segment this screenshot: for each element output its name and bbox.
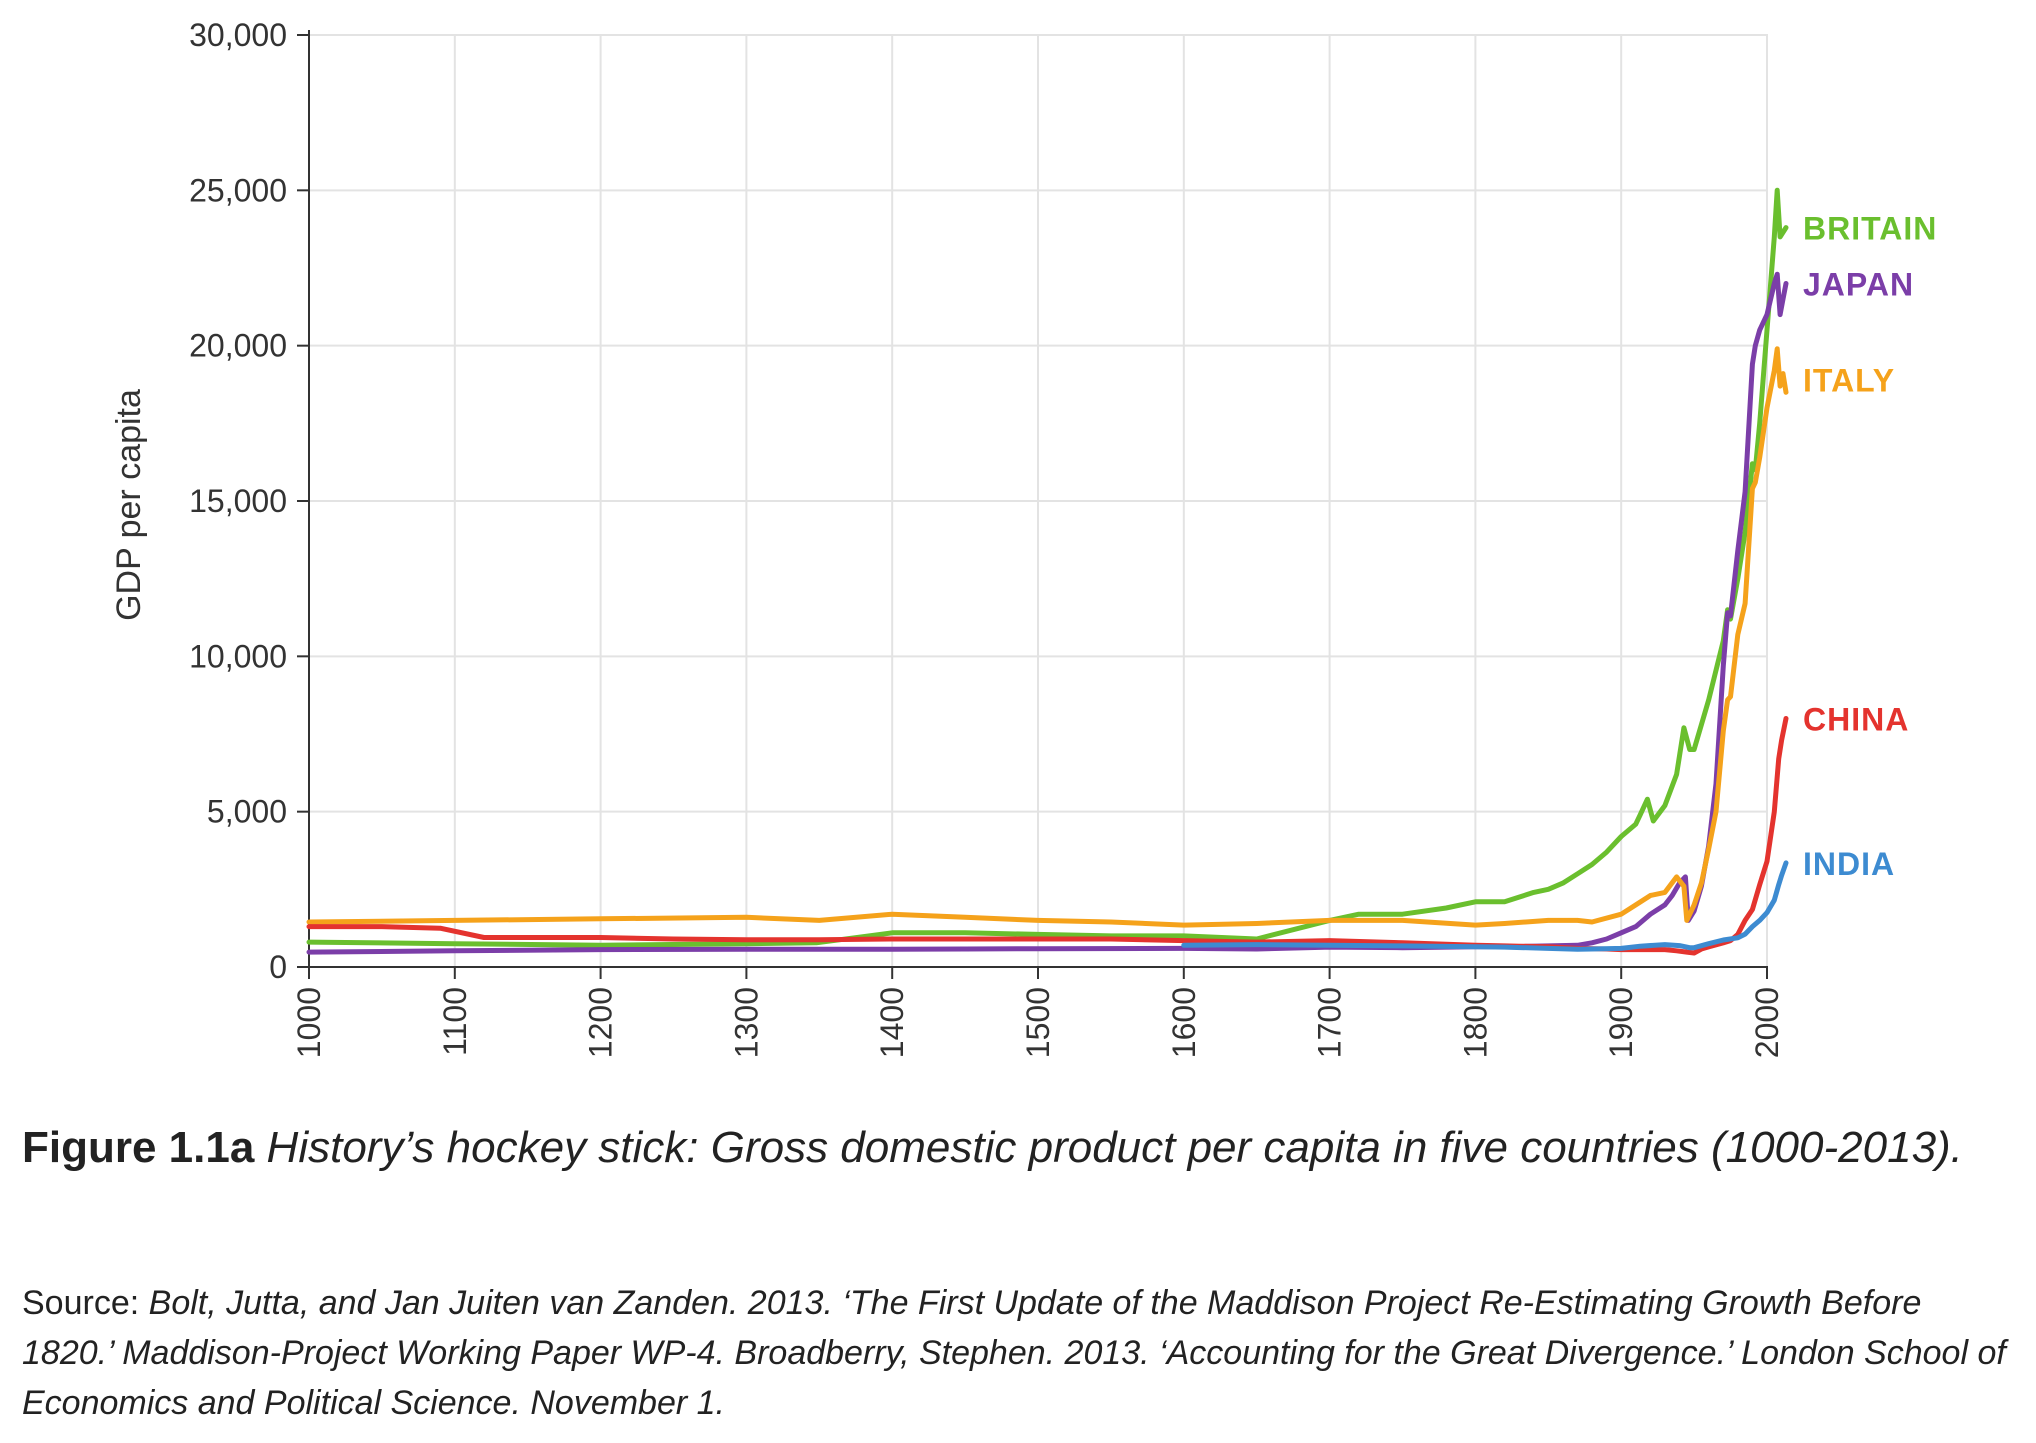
x-tick-label: 2000 bbox=[1749, 987, 1785, 1058]
series-label-china: CHINA bbox=[1803, 701, 1909, 737]
series-line-japan bbox=[306, 271, 1789, 955]
series-lines bbox=[306, 187, 1789, 956]
series-line-britain bbox=[306, 187, 1789, 948]
gridlines bbox=[309, 34, 1768, 967]
figure-title: History’s hockey stick: Gross domestic p… bbox=[266, 1123, 1963, 1172]
source-label: Source: bbox=[22, 1284, 140, 1322]
series-label-india: INDIA bbox=[1803, 846, 1895, 882]
x-tick-label: 1300 bbox=[728, 987, 764, 1058]
y-tick-label: 15,000 bbox=[189, 483, 287, 519]
x-tick-label: 1500 bbox=[1020, 987, 1056, 1058]
y-axis-title: GDP per capita bbox=[110, 389, 148, 621]
source-text: Bolt, Jutta, and Jan Juiten van Zanden. … bbox=[22, 1284, 2006, 1422]
x-tick-label: 1000 bbox=[291, 987, 327, 1058]
line-chart: 1000 1100 1200 1300 1400 1500 1600 1700 1800 1900… bbox=[110, 17, 1937, 1058]
x-tick-label: 1200 bbox=[583, 987, 619, 1058]
series-labels: BRITAIN JAPAN ITALY CHINA INDIA bbox=[1803, 211, 1937, 882]
source-note: Source: Bolt, Jutta, and Jan Juiten van … bbox=[22, 1278, 2012, 1428]
series-label-italy: ITALY bbox=[1803, 363, 1895, 399]
figure-caption: Figure 1.1a History’s hockey stick: Gros… bbox=[22, 1118, 2012, 1178]
figure-number: Figure 1.1a bbox=[22, 1123, 255, 1172]
x-tick-label: 1900 bbox=[1603, 987, 1639, 1058]
series-label-britain: BRITAIN bbox=[1803, 211, 1937, 247]
y-tick-label: 5,000 bbox=[207, 794, 287, 830]
x-tick-label: 1800 bbox=[1457, 987, 1493, 1058]
chart-area: 1000 1100 1200 1300 1400 1500 1600 1700 1800 1900… bbox=[110, 17, 1937, 1058]
axes: 1000 1100 1200 1300 1400 1500 1600 1700 1800 1900… bbox=[189, 17, 1785, 1058]
x-tick-label: 1400 bbox=[874, 987, 910, 1058]
x-tick-label: 1600 bbox=[1166, 987, 1202, 1058]
y-tick-label: 0 bbox=[269, 949, 287, 985]
series-line-india bbox=[1181, 860, 1789, 952]
y-tick-label: 20,000 bbox=[189, 328, 287, 364]
x-tick-label: 1700 bbox=[1312, 987, 1348, 1058]
x-tick-label: 1100 bbox=[437, 987, 473, 1056]
y-tick-label: 25,000 bbox=[189, 172, 287, 208]
series-line-italy bbox=[306, 346, 1789, 928]
series-label-japan: JAPAN bbox=[1803, 267, 1914, 303]
y-tick-label: 10,000 bbox=[189, 638, 287, 674]
y-tick-label: 30,000 bbox=[189, 17, 287, 53]
